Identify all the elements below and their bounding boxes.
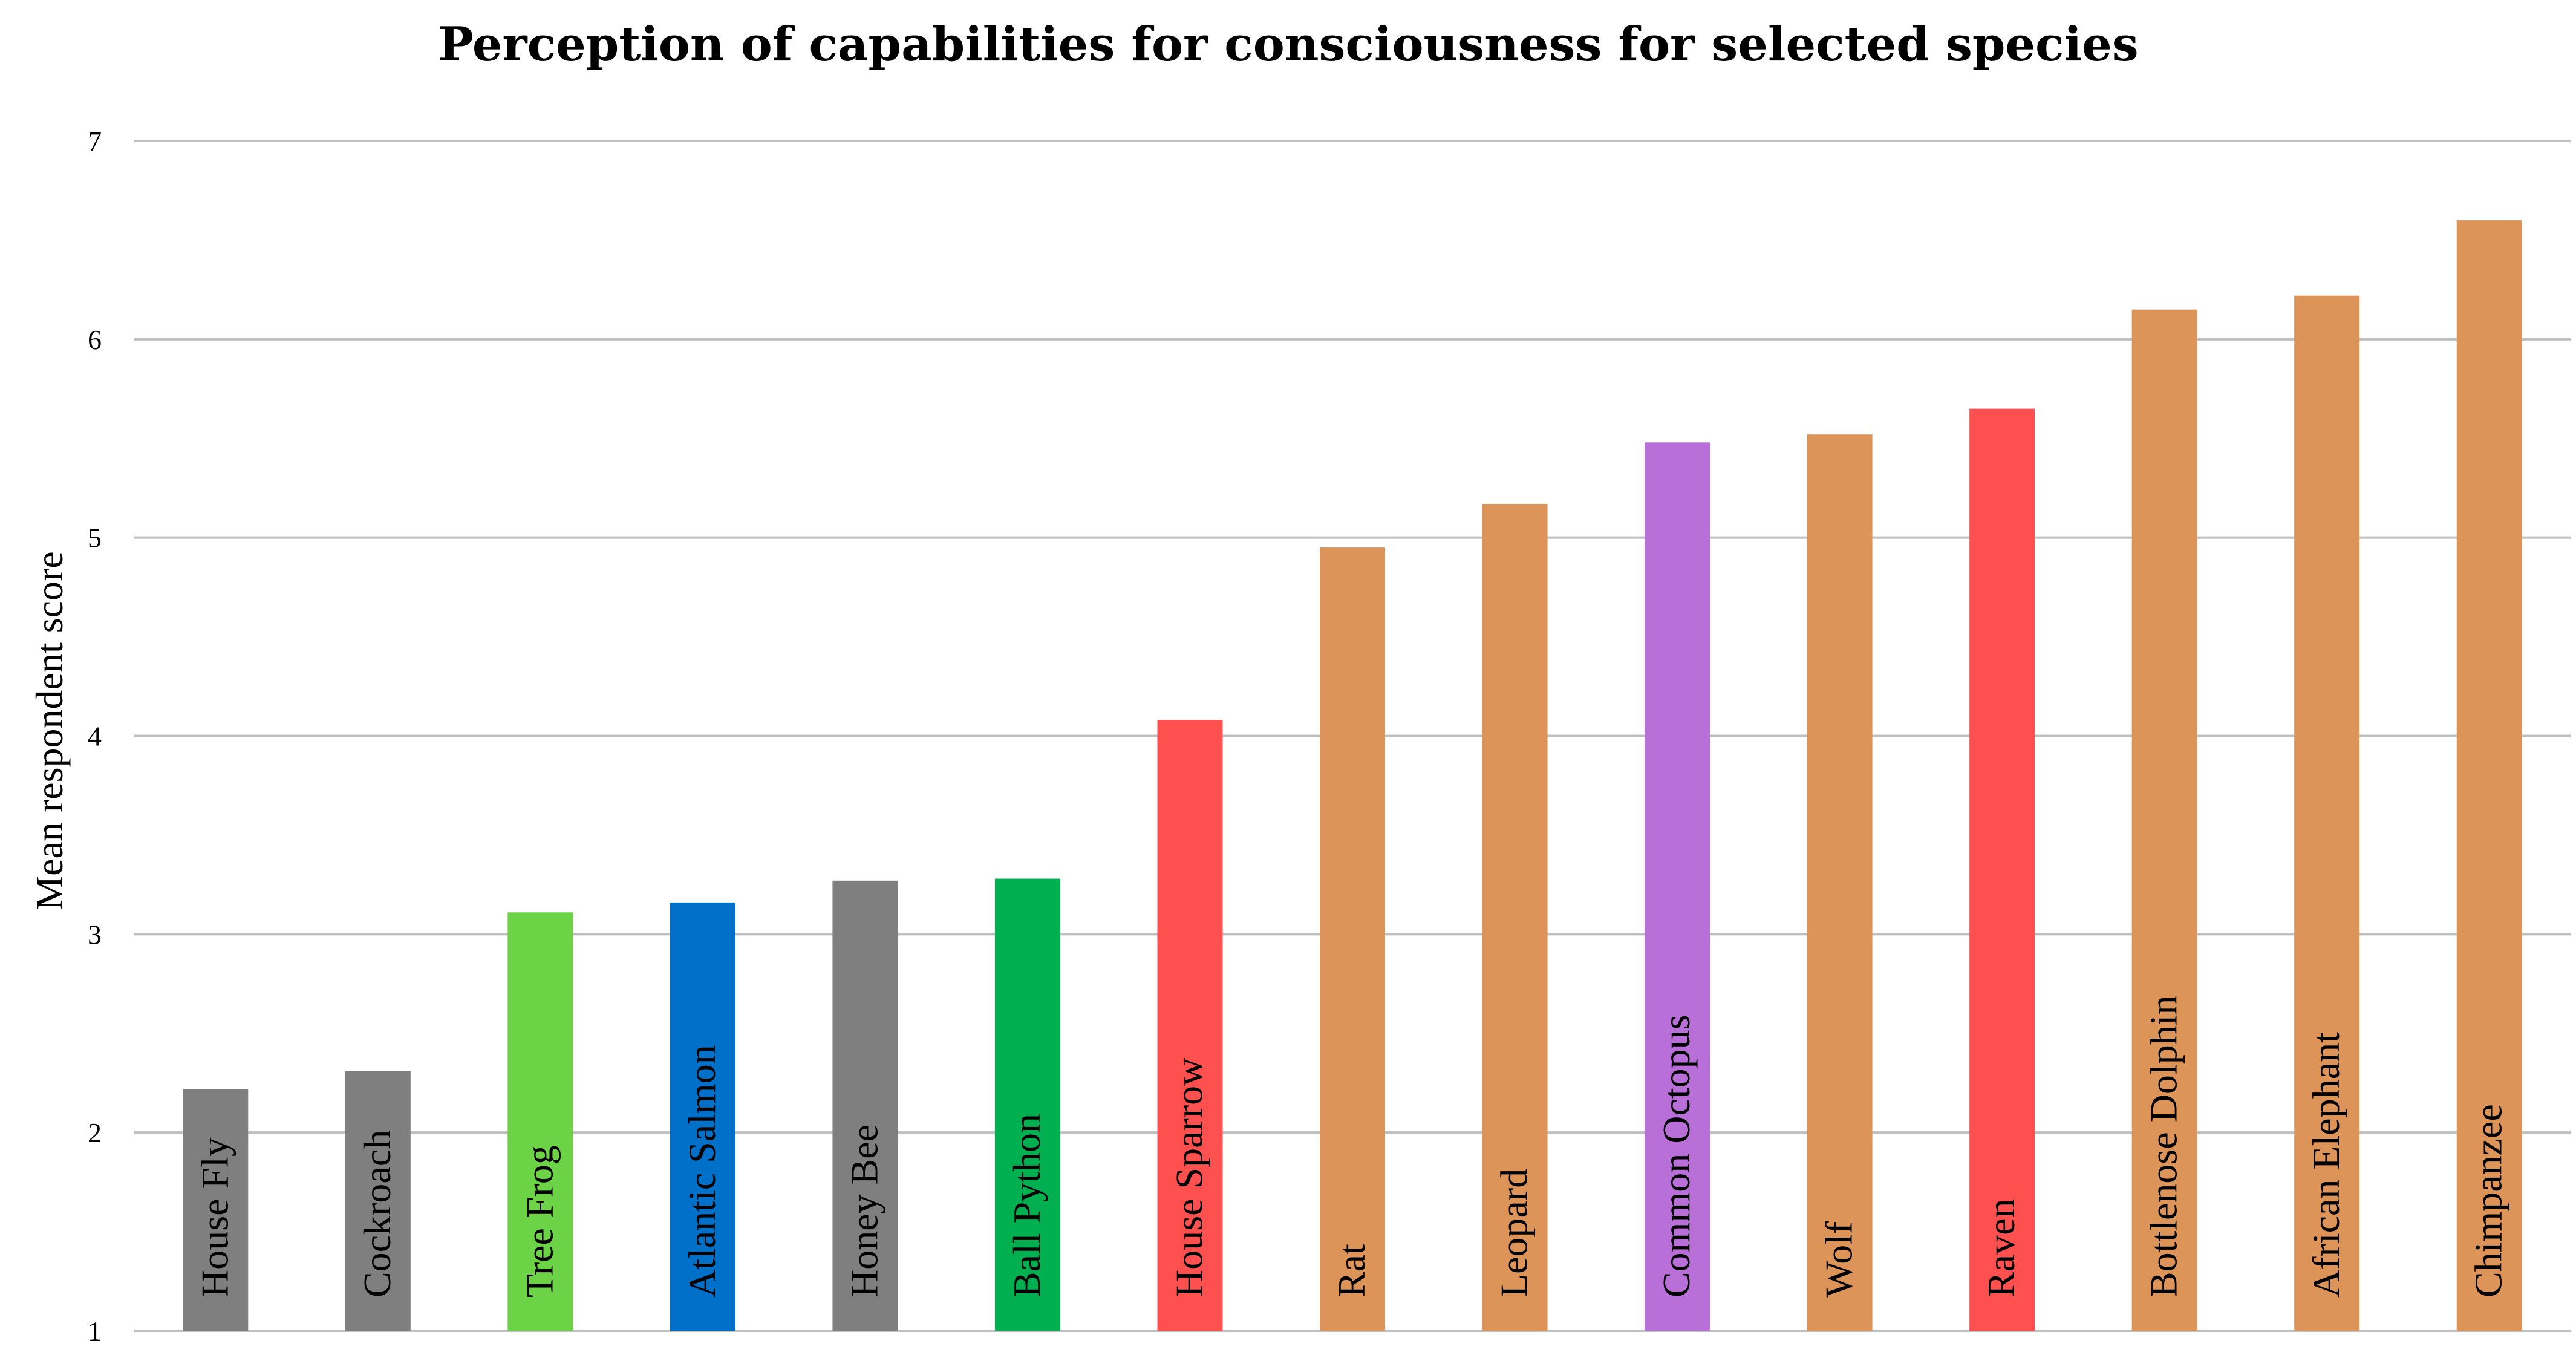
bar-raven xyxy=(1969,408,2035,1331)
bar-rat xyxy=(1320,547,1385,1331)
y-axis-ticks: 1 2 3 4 5 6 7 xyxy=(88,126,102,1347)
bar-house-sparrow xyxy=(1157,720,1223,1331)
bar-honey-bee xyxy=(832,880,898,1331)
bar-chimpanzee xyxy=(2456,220,2522,1331)
bar-tree-frog xyxy=(507,912,573,1331)
bar-leopard xyxy=(1482,503,1548,1331)
bar-label: Ball Python xyxy=(1005,1114,1048,1298)
bar-label: Bottlenose Dolphin xyxy=(2142,995,2185,1298)
bar-ball-python xyxy=(994,878,1060,1331)
bar-common-octopus xyxy=(1645,442,1710,1331)
bar-label: Cockroach xyxy=(356,1130,399,1298)
bar-label: Tree Frog xyxy=(518,1145,561,1298)
bar-label: House Sparrow xyxy=(1167,1058,1210,1298)
bar-label: Common Octopus xyxy=(1655,1014,1698,1298)
bar-atlantic-salmon xyxy=(670,902,735,1331)
y-tick-label: 1 xyxy=(88,1316,102,1347)
bar-house-fly xyxy=(183,1089,249,1331)
chart-title: Perception of capabilities for conscious… xyxy=(438,17,2138,72)
y-tick-label: 3 xyxy=(88,919,102,950)
bar-bottlenose-dolphin xyxy=(2131,309,2197,1331)
bar-label: Rat xyxy=(1330,1244,1373,1298)
y-tick-label: 2 xyxy=(88,1117,102,1148)
bar-african-elephant xyxy=(2294,295,2360,1331)
y-tick-label: 5 xyxy=(88,523,102,554)
bar-label: Chimpanzee xyxy=(2467,1104,2510,1298)
bar-label: Honey Bee xyxy=(843,1125,885,1298)
bars xyxy=(183,220,2522,1331)
y-tick-label: 7 xyxy=(88,126,102,157)
bar-label: Leopard xyxy=(1493,1169,1536,1298)
bar-labels: House Fly Cockroach Tree Frog Atlantic Salm… xyxy=(193,995,2509,1298)
y-axis-label: Mean respondent score xyxy=(28,551,71,910)
y-tick-label: 4 xyxy=(88,721,102,752)
bar-label: Atlantic Salmon xyxy=(680,1045,723,1298)
bar-wolf xyxy=(1807,434,1873,1331)
bar-label: House Fly xyxy=(193,1137,236,1298)
bar-label: African Elephant xyxy=(2304,1032,2347,1298)
y-tick-label: 6 xyxy=(88,324,102,355)
bar-label: Raven xyxy=(1980,1199,2023,1298)
bar-cockroach xyxy=(345,1071,411,1331)
bar-label: Wolf xyxy=(1818,1221,1860,1298)
